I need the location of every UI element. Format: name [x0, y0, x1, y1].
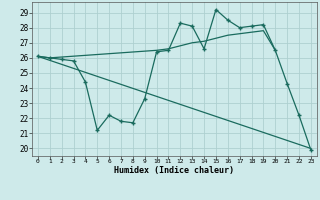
X-axis label: Humidex (Indice chaleur): Humidex (Indice chaleur)	[115, 166, 234, 175]
